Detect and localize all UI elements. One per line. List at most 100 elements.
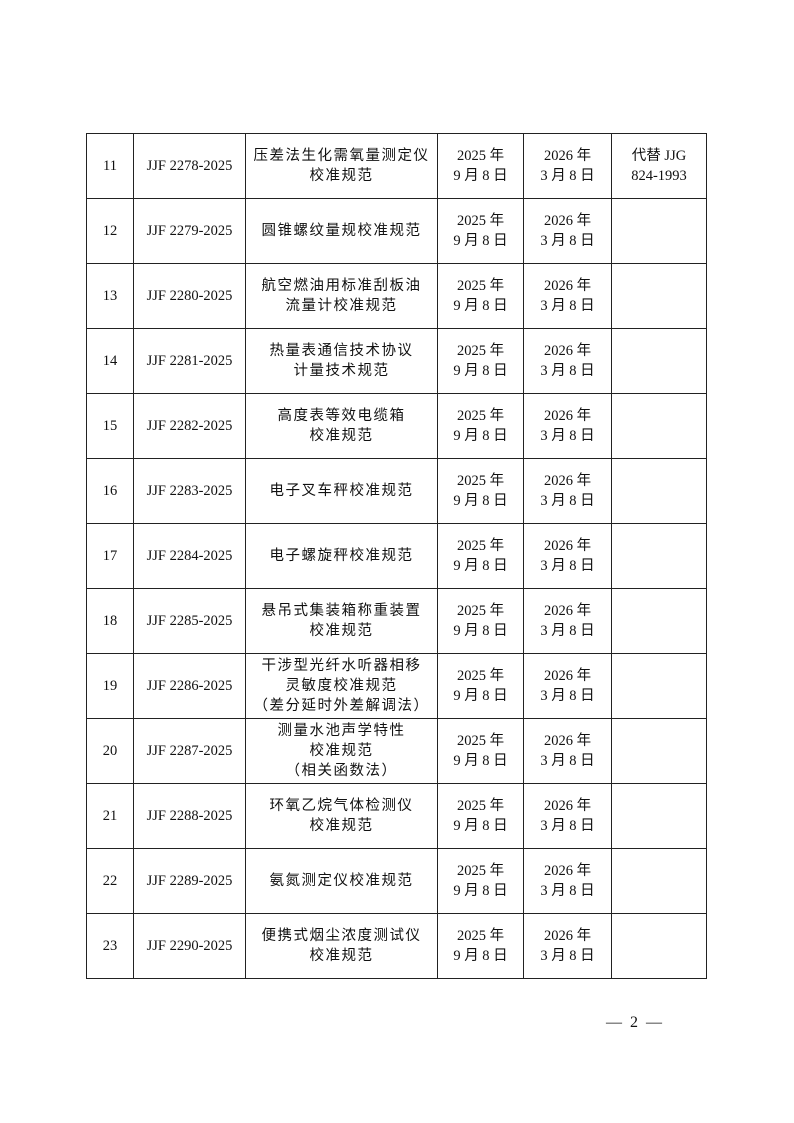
cell-no: 15 (86, 393, 134, 459)
cell-effective: 2026 年 3 月 8 日 (523, 198, 612, 264)
effective-line: 3 月 8 日 (540, 558, 595, 574)
cell-note (611, 263, 707, 329)
issue-line: 9 月 8 日 (453, 558, 508, 574)
name-line: 校准规范 (309, 168, 374, 184)
cell-note (611, 198, 707, 264)
cell-code: JJF 2280-2025 (133, 263, 246, 329)
effective-line: 3 月 8 日 (540, 428, 595, 444)
cell-note (611, 458, 707, 524)
cell-issue: 2025 年 9 月 8 日 (437, 523, 524, 589)
cell-code: JJF 2288-2025 (133, 783, 246, 849)
cell-name: 电子螺旋秤校准规范 (245, 523, 438, 589)
cell-effective: 2026 年 3 月 8 日 (523, 718, 612, 784)
cell-code: JJF 2283-2025 (133, 458, 246, 524)
effective-line: 3 月 8 日 (540, 623, 595, 639)
cell-no: 17 (86, 523, 134, 589)
issue-line: 9 月 8 日 (453, 428, 508, 444)
cell-note (611, 848, 707, 914)
cell-no: 22 (86, 848, 134, 914)
issue-line: 9 月 8 日 (453, 753, 508, 769)
cell-note (611, 523, 707, 589)
effective-line: 2026 年 (543, 278, 592, 294)
cell-code: JJF 2285-2025 (133, 588, 246, 654)
name-line: 航空燃油用标准刮板油 (261, 278, 422, 294)
cell-effective: 2026 年 3 月 8 日 (523, 523, 612, 589)
cell-name: 测量水池声学特性 校准规范 （相关函数法） (245, 718, 438, 784)
issue-line: 2025 年 (456, 343, 505, 359)
cell-note (611, 783, 707, 849)
cell-code: JJF 2279-2025 (133, 198, 246, 264)
name-line: 便携式烟尘浓度测试仪 (261, 928, 422, 944)
cell-name: 圆锥螺纹量规校准规范 (245, 198, 438, 264)
cell-note (611, 653, 707, 719)
cell-issue: 2025 年 9 月 8 日 (437, 848, 524, 914)
cell-no: 13 (86, 263, 134, 329)
name-line: 热量表通信技术协议 (269, 343, 414, 359)
cell-name: 压差法生化需氧量测定仪 校准规范 (245, 133, 438, 199)
cell-issue: 2025 年 9 月 8 日 (437, 328, 524, 394)
name-line: 计量技术规范 (293, 363, 390, 379)
name-line: 校准规范 (309, 948, 374, 964)
name-line: 压差法生化需氧量测定仪 (253, 148, 430, 164)
effective-line: 3 月 8 日 (540, 688, 595, 704)
cell-name: 热量表通信技术协议 计量技术规范 (245, 328, 438, 394)
effective-line: 2026 年 (543, 343, 592, 359)
cell-code: JJF 2289-2025 (133, 848, 246, 914)
cell-effective: 2026 年 3 月 8 日 (523, 393, 612, 459)
cell-effective: 2026 年 3 月 8 日 (523, 588, 612, 654)
cell-name: 干涉型光纤水听器相移 灵敏度校准规范 （差分延时外差解调法） (245, 653, 438, 719)
note-line: 824-1993 (631, 168, 687, 184)
cell-issue: 2025 年 9 月 8 日 (437, 133, 524, 199)
cell-effective: 2026 年 3 月 8 日 (523, 913, 612, 979)
effective-line: 3 月 8 日 (540, 363, 595, 379)
name-line: 氨氮测定仪校准规范 (269, 873, 414, 889)
issue-line: 9 月 8 日 (453, 493, 508, 509)
cell-no: 18 (86, 588, 134, 654)
name-line: 校准规范 (309, 428, 374, 444)
cell-issue: 2025 年 9 月 8 日 (437, 653, 524, 719)
name-line: 电子叉车秤校准规范 (269, 483, 414, 499)
cell-no: 14 (86, 328, 134, 394)
cell-name: 环氧乙烷气体检测仪 校准规范 (245, 783, 438, 849)
cell-no: 12 (86, 198, 134, 264)
issue-line: 2025 年 (456, 668, 505, 684)
cell-note (611, 393, 707, 459)
cell-code: JJF 2286-2025 (133, 653, 246, 719)
cell-code: JJF 2284-2025 (133, 523, 246, 589)
cell-effective: 2026 年 3 月 8 日 (523, 458, 612, 524)
issue-line: 9 月 8 日 (453, 168, 508, 184)
effective-line: 2026 年 (543, 408, 592, 424)
effective-line: 2026 年 (543, 148, 592, 164)
issue-line: 2025 年 (456, 408, 505, 424)
issue-line: 9 月 8 日 (453, 818, 508, 834)
name-line: 校准规范 (309, 743, 374, 759)
effective-line: 3 月 8 日 (540, 168, 595, 184)
cell-note (611, 328, 707, 394)
effective-line: 2026 年 (543, 603, 592, 619)
cell-code: JJF 2290-2025 (133, 913, 246, 979)
cell-issue: 2025 年 9 月 8 日 (437, 458, 524, 524)
issue-line: 2025 年 (456, 863, 505, 879)
issue-line: 2025 年 (456, 278, 505, 294)
cell-note (611, 718, 707, 784)
issue-line: 9 月 8 日 (453, 688, 508, 704)
cell-code: JJF 2278-2025 (133, 133, 246, 199)
cell-issue: 2025 年 9 月 8 日 (437, 718, 524, 784)
cell-name: 便携式烟尘浓度测试仪 校准规范 (245, 913, 438, 979)
cell-issue: 2025 年 9 月 8 日 (437, 263, 524, 329)
issue-line: 2025 年 (456, 473, 505, 489)
name-line: 干涉型光纤水听器相移 (261, 658, 422, 674)
effective-line: 2026 年 (543, 798, 592, 814)
cell-note (611, 588, 707, 654)
cell-code: JJF 2281-2025 (133, 328, 246, 394)
cell-name: 高度表等效电缆箱 校准规范 (245, 393, 438, 459)
effective-line: 3 月 8 日 (540, 883, 595, 899)
